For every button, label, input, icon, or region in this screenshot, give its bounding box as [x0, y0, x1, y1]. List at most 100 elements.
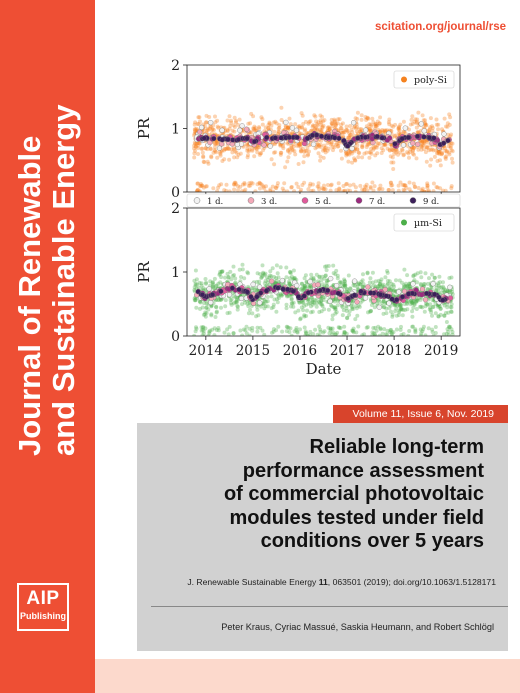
raw-data-point: [317, 299, 322, 304]
raw-data-point: [447, 112, 452, 117]
raw-data-point: [194, 305, 199, 310]
raw-data-point: [307, 285, 312, 290]
raw-data-point: [296, 143, 301, 148]
raw-data-point: [291, 276, 296, 281]
averaged-data-point: [250, 281, 256, 288]
raw-data-point: [217, 183, 222, 188]
raw-data-point: [308, 329, 313, 334]
raw-data-point: [441, 288, 446, 292]
raw-data-point: [423, 304, 428, 309]
raw-data-point: [436, 283, 441, 288]
averaged-data-point: [263, 288, 270, 294]
raw-data-point: [442, 313, 447, 318]
raw-data-point: [218, 297, 223, 302]
raw-data-point: [318, 158, 323, 163]
raw-data-point: [409, 117, 414, 122]
series-legend-box: [393, 70, 455, 89]
raw-data-point: [397, 303, 402, 308]
raw-data-point: [405, 285, 410, 289]
raw-data-point: [281, 146, 286, 151]
x-tick-label: 2019: [424, 343, 458, 359]
raw-data-point: [432, 275, 437, 280]
raw-data-point: [194, 141, 199, 146]
raw-data-point: [398, 180, 403, 185]
raw-data-point: [351, 307, 355, 312]
raw-data-point: [396, 313, 401, 318]
raw-data-point: [389, 183, 394, 188]
raw-data-point: [365, 141, 370, 146]
raw-data-point: [192, 122, 197, 127]
raw-data-point: [442, 313, 447, 318]
raw-data-point: [287, 279, 292, 284]
raw-data-point: [299, 281, 304, 286]
raw-data-point: [218, 280, 223, 285]
raw-data-point: [409, 298, 414, 303]
raw-data-point: [405, 273, 410, 278]
raw-data-point: [358, 183, 363, 188]
raw-data-point: [238, 184, 243, 189]
raw-data-point: [370, 116, 375, 121]
raw-data-point: [376, 324, 381, 329]
raw-data-point: [319, 298, 324, 303]
raw-data-point: [330, 144, 335, 149]
raw-data-point: [378, 282, 382, 286]
raw-data-point: [407, 329, 412, 333]
raw-data-point: [371, 331, 376, 336]
raw-data-point: [399, 333, 404, 336]
averaged-data-point: [421, 128, 427, 134]
raw-data-point: [345, 315, 350, 320]
raw-data-point: [318, 300, 323, 305]
raw-data-point: [305, 308, 309, 313]
raw-data-point: [423, 150, 428, 155]
raw-data-point: [405, 307, 410, 312]
raw-data-point: [317, 333, 322, 336]
raw-data-point: [359, 113, 364, 118]
raw-data-point: [442, 286, 446, 291]
raw-data-point: [431, 189, 436, 192]
raw-data-point: [300, 113, 305, 118]
raw-data-point: [313, 114, 318, 119]
raw-data-point: [274, 328, 278, 333]
raw-data-point: [444, 154, 449, 159]
raw-data-point: [312, 123, 317, 128]
raw-data-point: [290, 130, 295, 135]
averaging-legend-label: 3 d.: [261, 197, 277, 207]
logo-publishing-text: Publishing: [20, 611, 66, 621]
raw-data-point: [337, 187, 342, 192]
raw-data-point: [438, 306, 443, 311]
raw-data-point: [278, 152, 283, 157]
averaged-data-point: [208, 299, 214, 306]
raw-data-point: [231, 331, 236, 336]
raw-data-point: [425, 140, 430, 145]
raw-data-point: [202, 312, 207, 317]
raw-data-point: [388, 285, 393, 289]
raw-data-point: [299, 149, 304, 154]
raw-data-point: [247, 181, 252, 186]
raw-data-point: [201, 185, 206, 190]
x-tick-label: 2016: [283, 343, 317, 359]
raw-data-point: [410, 121, 415, 126]
raw-data-point: [214, 141, 219, 146]
raw-data-point: [298, 149, 303, 154]
raw-data-point: [391, 167, 396, 171]
raw-data-point: [192, 143, 197, 148]
raw-data-point: [438, 312, 443, 317]
raw-data-point: [193, 141, 198, 146]
averaged-data-point: [234, 141, 241, 148]
raw-data-point: [344, 287, 349, 292]
raw-data-point: [320, 186, 325, 191]
raw-data-point: [309, 304, 313, 309]
journal-url[interactable]: scitation.org/journal/rse: [375, 21, 506, 33]
raw-data-point: [303, 149, 308, 153]
raw-data-point: [312, 297, 317, 302]
raw-data-point: [407, 155, 411, 160]
raw-data-point: [292, 276, 297, 280]
raw-data-point: [358, 282, 363, 287]
averaged-data-point: [399, 294, 406, 300]
averaged-data-point: [257, 284, 263, 290]
averaged-data-point: [239, 123, 245, 129]
averaged-data-point: [426, 135, 433, 141]
averaged-data-point: [279, 277, 285, 284]
raw-data-point: [195, 189, 199, 192]
citation-doi[interactable]: , 063501 (2019); doi.org/10.1063/1.51281…: [327, 577, 496, 587]
